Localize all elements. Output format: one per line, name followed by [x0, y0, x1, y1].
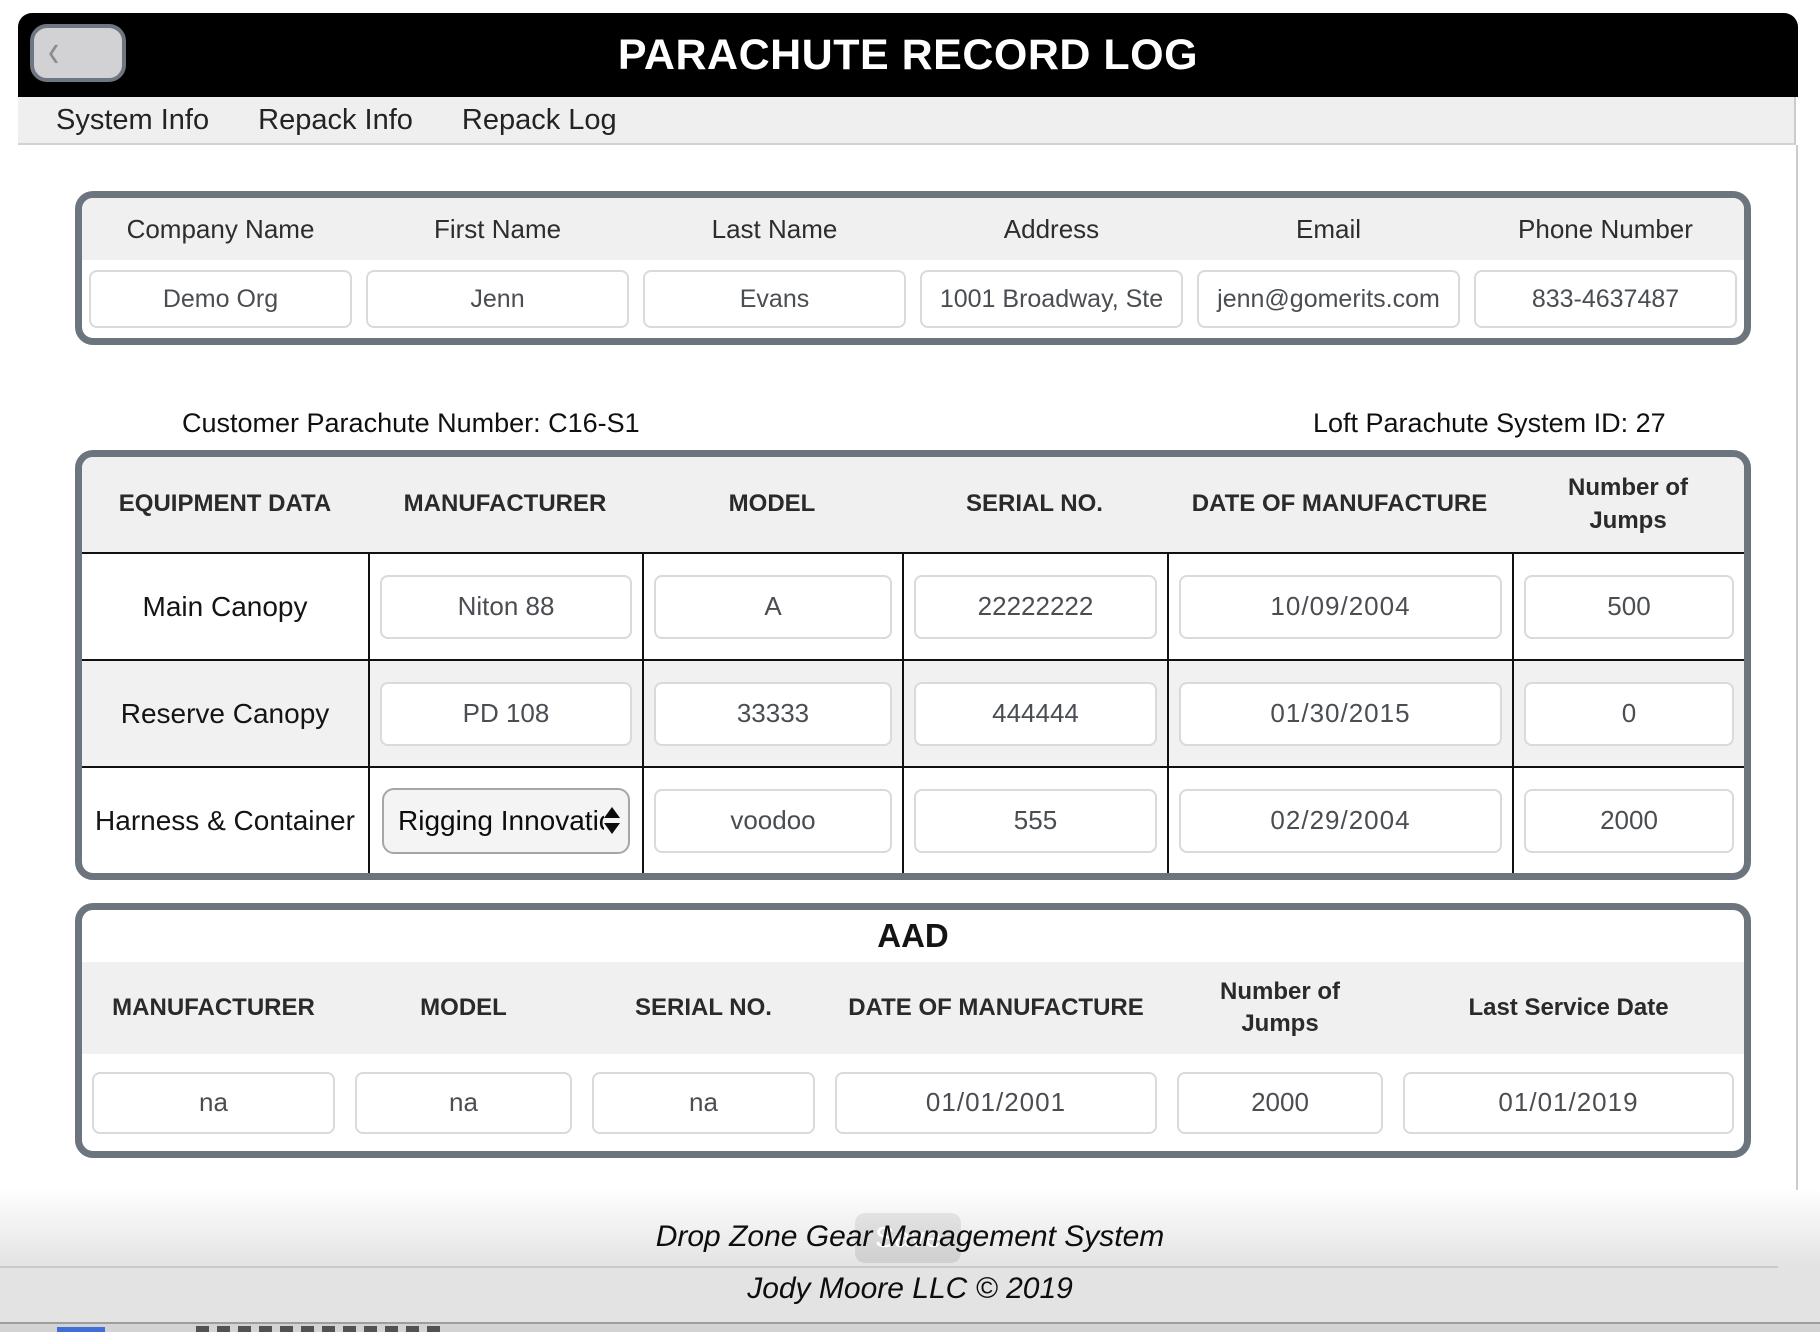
title-bar: ‹ PARACHUTE RECORD LOG: [18, 13, 1798, 97]
bottom-cutoff-text: [196, 1326, 446, 1332]
customer-parachute-number-text: Customer Parachute Number: C16-S1: [182, 408, 640, 438]
aad-manufacturer-field[interactable]: [92, 1071, 335, 1134]
footer-system-name: Drop Zone Gear Management System: [655, 1220, 1165, 1253]
reserve-canopy-label: Reserve Canopy: [120, 697, 330, 729]
aad-date-of-manufacture-header: DATE OF MANUFACTURE: [848, 993, 1144, 1021]
phone-number-field[interactable]: [1474, 270, 1737, 328]
reserve-model-field[interactable]: [654, 681, 892, 746]
aad-last-service-date-header: Last Service Date: [1468, 993, 1669, 1021]
equipment-table: EQUIPMENT DATA MANUFACTURER MODEL SERIAL…: [75, 450, 1751, 880]
aad-number-of-jumps-header: Number of Jumps: [1220, 977, 1340, 1037]
aad-model-field[interactable]: [355, 1071, 572, 1134]
company-name-label: Company Name: [126, 213, 315, 244]
main-jumps-field[interactable]: [1524, 574, 1734, 639]
manufacturer-header: MANUFACTURER: [403, 490, 607, 518]
serial-no-header: SERIAL NO.: [966, 490, 1103, 518]
customer-labels-row: Company Name First Name Last Name Addres…: [82, 198, 1744, 260]
harness-manufacturer-select[interactable]: Rigging Innovations: [382, 787, 630, 854]
nav-item-repack-log[interactable]: Repack Log: [461, 103, 617, 136]
aad-header-row: MANUFACTURER MODEL SERIAL NO. DATE OF MA…: [82, 962, 1744, 1054]
last-name-field[interactable]: [643, 270, 906, 328]
aad-serial-field[interactable]: [592, 1071, 815, 1134]
reserve-serial-field[interactable]: [914, 681, 1157, 746]
page-title: PARACHUTE RECORD LOG: [617, 30, 1199, 79]
main-model-field[interactable]: [654, 574, 892, 639]
equipment-header-row: EQUIPMENT DATA MANUFACTURER MODEL SERIAL…: [82, 457, 1744, 552]
reserve-jumps-field[interactable]: [1524, 681, 1734, 746]
equipment-data-header: EQUIPMENT DATA: [118, 490, 332, 518]
footer-copyright: Jody Moore LLC © 2019: [747, 1272, 1073, 1305]
nav-item-system-info[interactable]: System Info: [56, 103, 210, 136]
aad-last-service-date-field[interactable]: [1403, 1071, 1734, 1134]
main-manufacturer-field[interactable]: [380, 574, 632, 639]
chevron-left-icon: ‹: [48, 25, 60, 77]
last-name-label: Last Name: [711, 213, 838, 244]
aad-serial-no-header: SERIAL NO.: [635, 993, 772, 1021]
number-of-jumps-header: Number of Jumps: [1568, 474, 1688, 534]
content-right-border: [1796, 145, 1798, 1330]
main-date-of-manufacture-field[interactable]: [1179, 574, 1502, 639]
main-canopy-label: Main Canopy: [142, 590, 308, 622]
main-serial-field[interactable]: [914, 574, 1157, 639]
aad-title: AAD: [877, 917, 949, 954]
nav-item-repack-info[interactable]: Repack Info: [258, 103, 413, 136]
customer-info-panel: Company Name First Name Last Name Addres…: [75, 191, 1751, 345]
aad-values-row: [82, 1054, 1744, 1151]
footer: Save Drop Zone Gear Management System Jo…: [0, 1190, 1820, 1322]
address-field[interactable]: [920, 270, 1183, 328]
aad-date-of-manufacture-field[interactable]: [835, 1071, 1157, 1134]
nav-bar: System Info Repack Info Repack Log: [18, 97, 1796, 145]
first-name-field[interactable]: [366, 270, 629, 328]
date-of-manufacture-header: DATE OF MANUFACTURE: [1191, 490, 1488, 518]
phone-number-label: Phone Number: [1518, 213, 1693, 244]
customer-values-row: [82, 260, 1744, 338]
table-row-reserve-canopy: Reserve Canopy: [82, 659, 1744, 766]
harness-serial-field[interactable]: [914, 788, 1157, 853]
company-name-field[interactable]: [89, 270, 352, 328]
aad-manufacturer-header: MANUFACTURER: [112, 993, 315, 1021]
address-label: Address: [1003, 213, 1100, 244]
select-stepper-icon: [604, 807, 628, 834]
aad-jumps-field[interactable]: [1177, 1071, 1383, 1134]
email-field[interactable]: [1197, 270, 1460, 328]
model-header: MODEL: [728, 490, 816, 518]
footer-divider: [0, 1266, 1778, 1268]
reserve-manufacturer-field[interactable]: [380, 681, 632, 746]
loft-parachute-system-id-text: Loft Parachute System ID: 27: [1313, 408, 1666, 438]
harness-container-label: Harness & Container: [95, 804, 355, 836]
back-button[interactable]: ‹: [30, 24, 126, 82]
harness-model-field[interactable]: [654, 788, 892, 853]
first-name-label: First Name: [433, 213, 562, 244]
table-row-main-canopy: Main Canopy: [82, 552, 1744, 659]
reserve-date-of-manufacture-field[interactable]: [1179, 681, 1502, 746]
harness-jumps-field[interactable]: [1524, 788, 1734, 853]
aad-panel: AAD MANUFACTURER MODEL SERIAL NO. DATE O…: [75, 903, 1751, 1158]
aad-model-header: MODEL: [420, 993, 507, 1021]
email-label: Email: [1295, 213, 1361, 244]
save-button[interactable]: Save: [855, 1213, 961, 1263]
table-row-harness-container: Harness & Container Rigging Innovations: [82, 766, 1744, 873]
harness-date-of-manufacture-field[interactable]: [1179, 788, 1502, 853]
harness-manufacturer-value: Rigging Innovations: [398, 804, 604, 836]
bottom-cutoff-strip: [0, 1322, 1820, 1332]
